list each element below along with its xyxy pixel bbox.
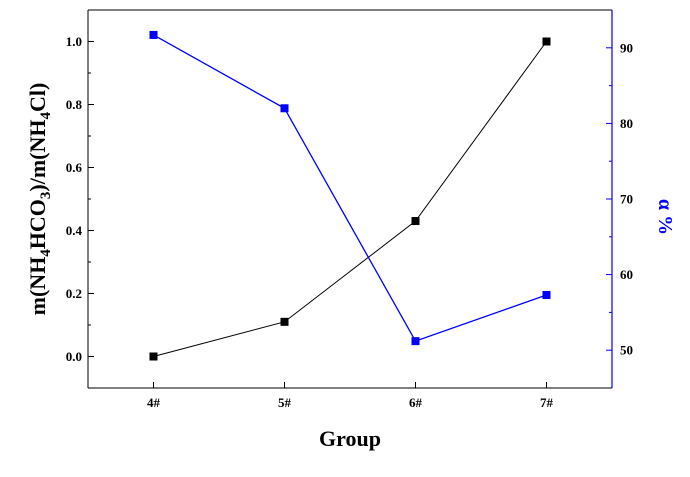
data-point	[542, 291, 551, 300]
left-tick-label: 0.0	[66, 349, 82, 364]
x-tick-label: 4#	[147, 395, 161, 410]
left-tick-label: 0.4	[66, 223, 83, 238]
data-point	[280, 104, 289, 113]
series-line-2	[153, 34, 547, 342]
data-point	[411, 337, 420, 346]
left-tick-label: 0.2	[66, 286, 82, 301]
right-tick-label: 80	[620, 116, 633, 131]
x-tick-label: 5#	[278, 395, 292, 410]
left-axis-title: m(NH4HCO3)/m(NH4Cl)	[25, 83, 54, 316]
data-point	[411, 217, 420, 226]
right-tick-label: 50	[620, 343, 633, 358]
series-line-1	[153, 41, 547, 357]
data-point	[542, 37, 551, 46]
data-point	[280, 317, 289, 326]
x-tick-label: 6#	[409, 395, 423, 410]
left-tick-label: 0.6	[66, 160, 83, 175]
right-tick-label: 90	[620, 40, 633, 55]
right-tick-label: 70	[620, 192, 633, 207]
left-tick-label: 1.0	[66, 34, 82, 49]
x-axis-title: Group	[319, 426, 381, 451]
data-point	[149, 30, 158, 39]
right-axis-title: α %	[654, 199, 676, 235]
x-tick-label: 7#	[540, 395, 554, 410]
right-tick-label: 60	[620, 267, 633, 282]
left-tick-label: 0.8	[66, 97, 83, 112]
data-point	[149, 352, 158, 361]
